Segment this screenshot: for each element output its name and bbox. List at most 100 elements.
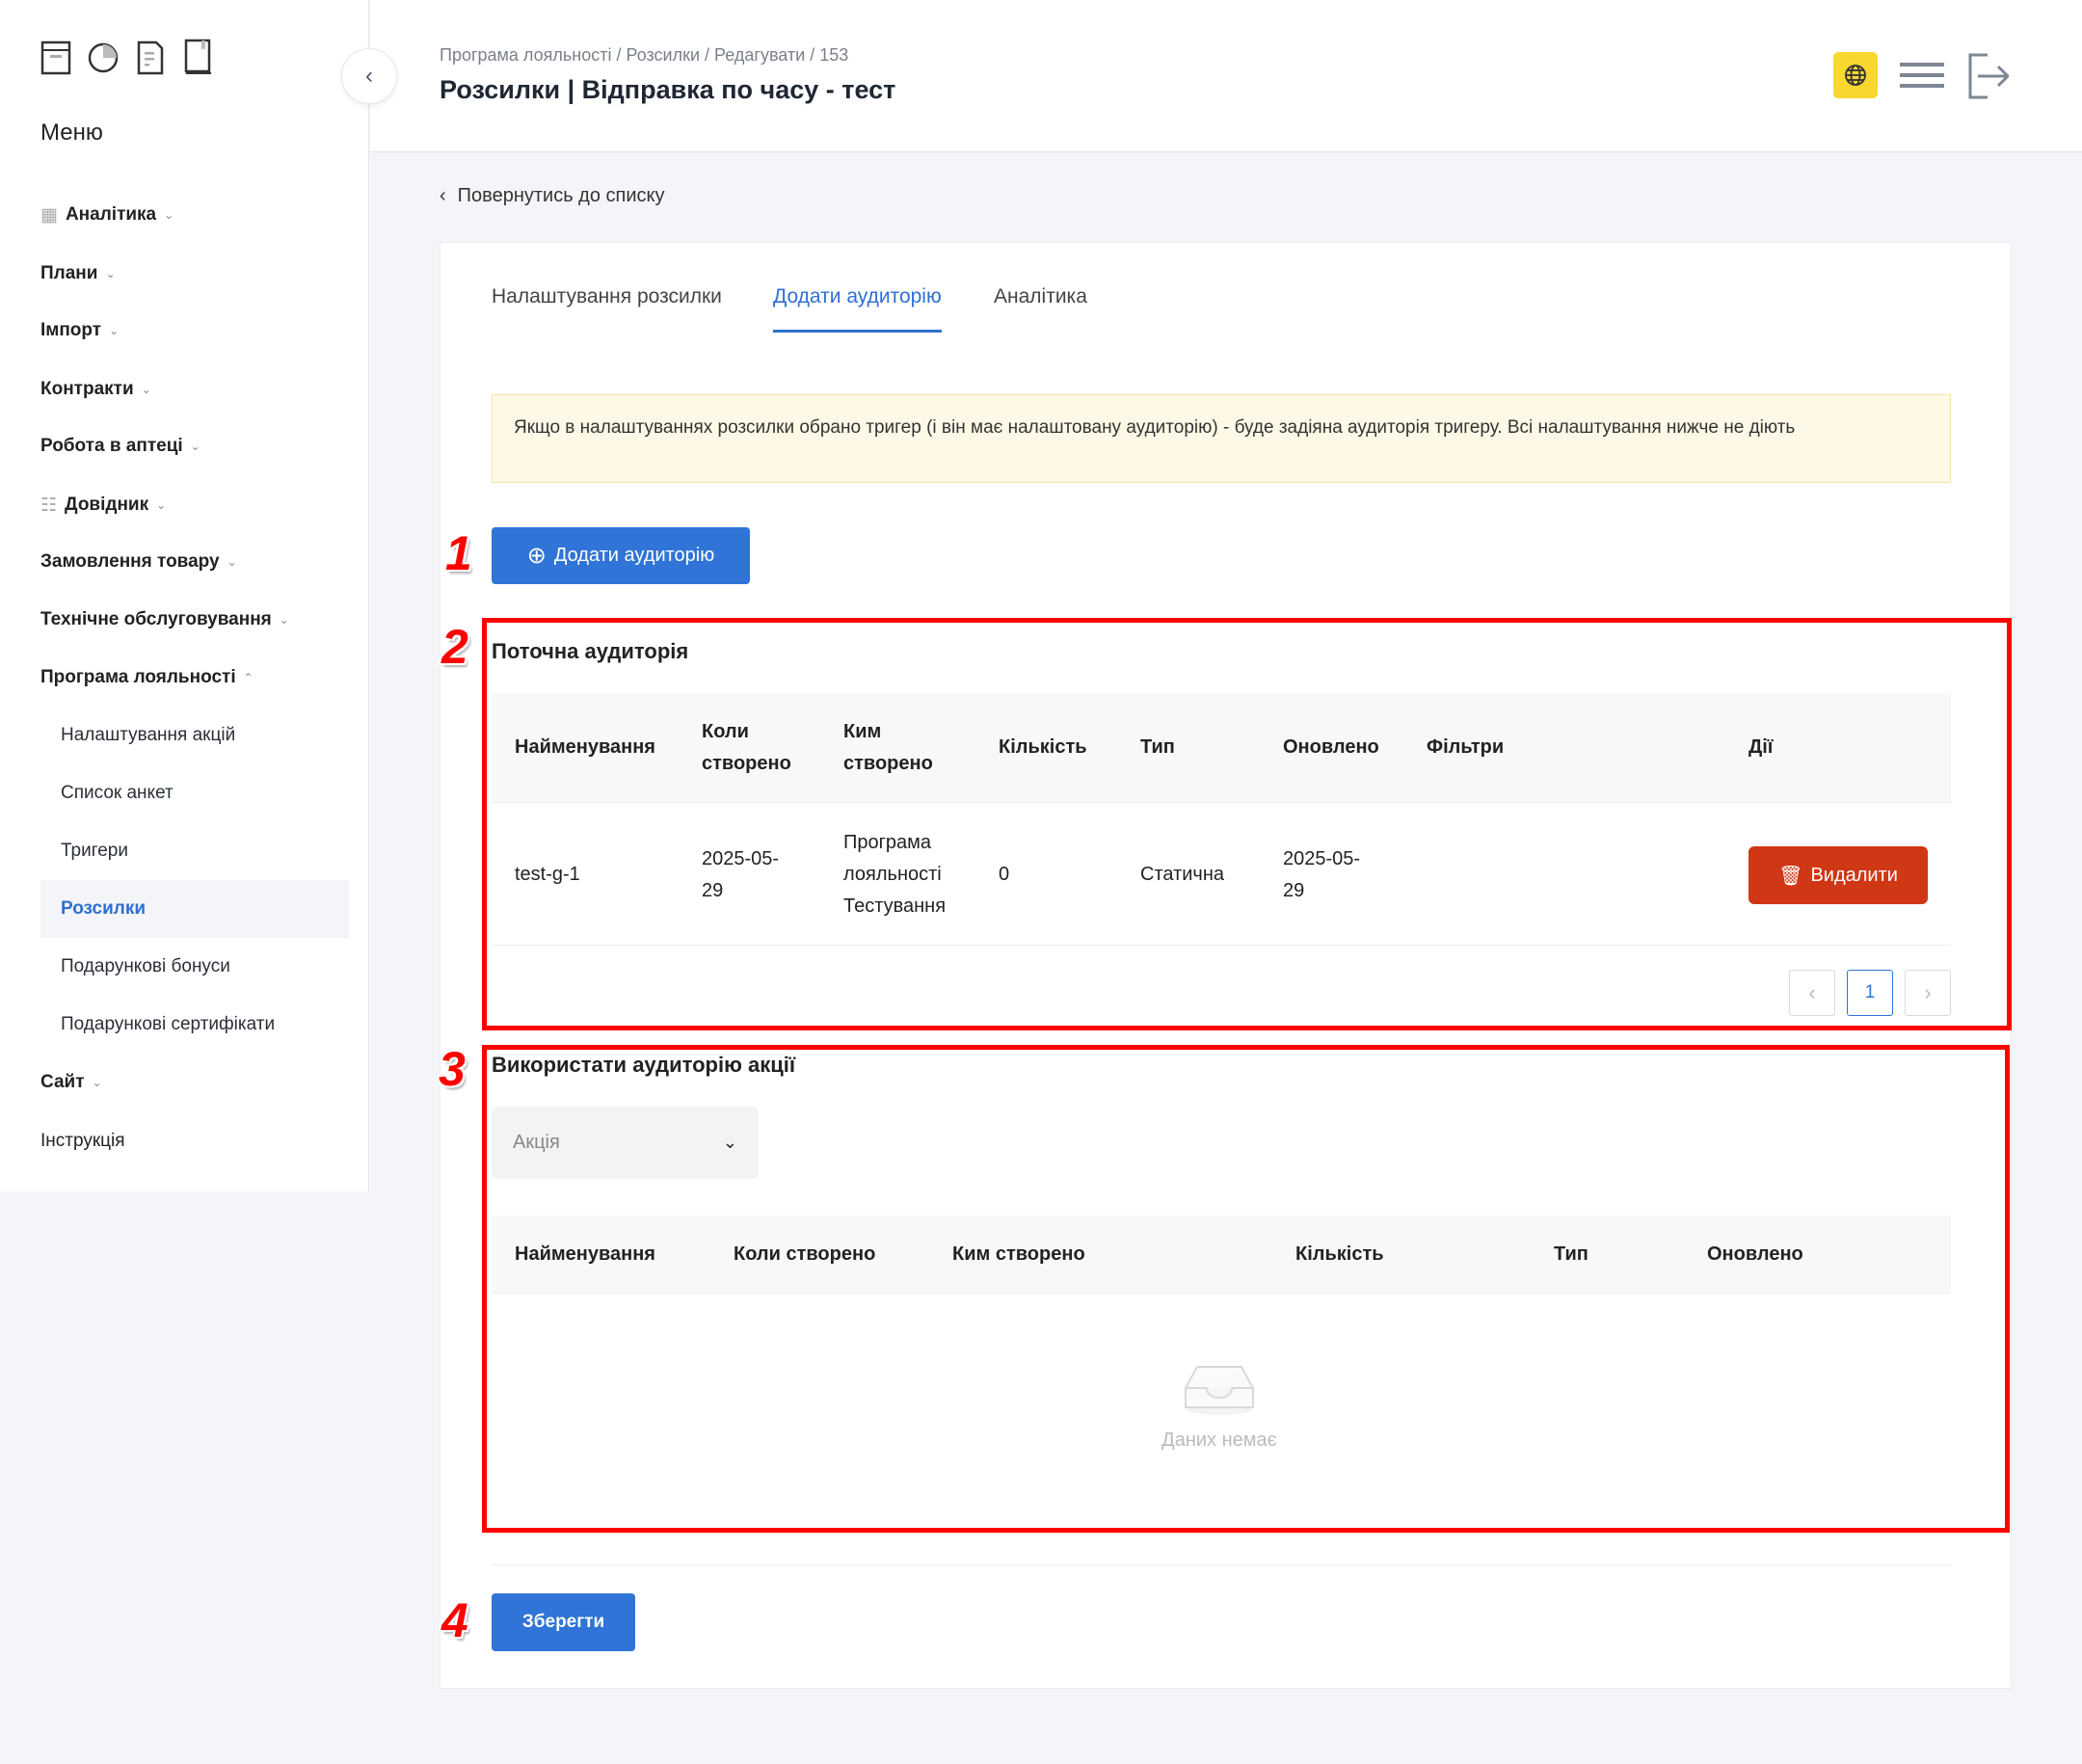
menu-button[interactable] xyxy=(1900,63,1944,94)
sidebar-subitem-surveys[interactable]: Список анкет xyxy=(61,783,174,803)
back-to-list-link[interactable]: ‹ Повернутись до списку xyxy=(440,185,665,207)
sidebar-subitem-triggers[interactable]: Тригери xyxy=(61,841,128,861)
sidebar: Меню ▦ Аналітика ⌄ Плани ⌄ Імпорт ⌄ Контракт… xyxy=(0,0,369,1191)
annotation-box xyxy=(482,1045,2010,1533)
chevron-down-icon: ⌄ xyxy=(141,383,151,396)
header xyxy=(370,0,2082,152)
sidebar-item-analytics[interactable]: ▦ Аналітика ⌄ xyxy=(40,196,174,234)
sidebar-item-label: Аналітика xyxy=(65,204,157,225)
sidebar-item-label: Технічне обслуговування xyxy=(40,609,272,629)
annotation-box xyxy=(482,618,2012,1030)
box-icon[interactable] xyxy=(40,39,71,75)
annotation-number: 1 xyxy=(445,526,472,580)
cell-created: 2025-05-29 xyxy=(702,848,780,901)
pagination-prev[interactable]: ‹ xyxy=(1789,970,1835,1016)
pagination-page[interactable]: 1 xyxy=(1847,970,1893,1016)
column-header: Фільтри xyxy=(1427,736,1505,758)
sidebar-item-contracts[interactable]: Контракти ⌄ xyxy=(40,370,151,409)
column-header: Кількість xyxy=(999,736,1087,758)
breadcrumb: Програма лояльності / Розсилки / Редагув… xyxy=(440,45,849,65)
column-header: Найменування xyxy=(515,736,655,758)
sidebar-item-label: Плани xyxy=(40,263,98,283)
column-header: Коли створено xyxy=(702,721,791,774)
sidebar-item-pharmacy-work[interactable]: Робота в аптеці ⌄ xyxy=(40,427,200,466)
button-label: Додати аудиторію xyxy=(553,545,715,566)
menu-title: Меню xyxy=(40,120,103,146)
annotation-number: 3 xyxy=(439,1042,466,1096)
sidebar-item-label: Довідник xyxy=(65,494,149,515)
collapse-sidebar-button[interactable]: ‹ xyxy=(341,48,397,104)
app-icons xyxy=(40,39,213,75)
sidebar-item-label: Контракти xyxy=(40,379,134,399)
promo-audience-title: Використати аудиторію акції xyxy=(492,1053,796,1077)
globe-icon xyxy=(1845,65,1866,86)
cell-count: 0 xyxy=(999,864,1010,885)
sidebar-item-loyalty[interactable]: Програма лояльності ⌃ xyxy=(40,658,254,697)
content-card xyxy=(440,242,2012,1689)
sidebar-item-label: Інструкція xyxy=(40,1131,125,1151)
delete-button[interactable]: 🗑 Видалити xyxy=(1748,846,1928,904)
chevron-down-icon: ⌄ xyxy=(722,1133,737,1152)
sidebar-subitem-gift-bonuses[interactable]: Подарункові бонуси xyxy=(61,956,230,976)
column-header: Найменування xyxy=(515,1243,655,1265)
column-header: Коли створено xyxy=(734,1243,876,1265)
sidebar-item-label: Імпорт xyxy=(40,320,102,340)
sidebar-item-directory[interactable]: ☷ Довідник ⌄ xyxy=(40,486,166,524)
chevron-down-icon: ⌄ xyxy=(190,440,200,453)
table-header xyxy=(492,693,1951,803)
document-icon[interactable] xyxy=(135,39,166,75)
annotation-number: 2 xyxy=(441,620,468,674)
sidebar-subitem-gift-certificates[interactable]: Подарункові сертифікати xyxy=(61,1014,276,1034)
pagination-next[interactable]: › xyxy=(1905,970,1951,1016)
chevron-left-icon: ‹ xyxy=(440,185,446,206)
table-header xyxy=(492,1216,1951,1294)
promo-select[interactable]: Акція ⌄ xyxy=(492,1107,759,1179)
chevron-down-icon: ⌄ xyxy=(227,555,237,569)
chevron-down-icon: ⌄ xyxy=(164,208,174,222)
column-header: Оновлено xyxy=(1707,1243,1803,1265)
chevron-left-icon: ‹ xyxy=(365,63,373,89)
language-button[interactable] xyxy=(1833,52,1878,98)
sidebar-item-label: Сайт xyxy=(40,1072,85,1092)
tab-analytics[interactable]: Аналітика xyxy=(994,285,1087,307)
menu-icon xyxy=(1900,63,1944,67)
sidebar-item-label: Замовлення товару xyxy=(40,551,220,572)
cell-type: Статична xyxy=(1140,864,1224,885)
sidebar-item-site[interactable]: Сайт ⌄ xyxy=(40,1063,102,1102)
select-placeholder: Акція xyxy=(513,1132,560,1153)
sidebar-item-label: Робота в аптеці xyxy=(40,436,183,456)
empty-inbox-icon xyxy=(1185,1366,1254,1415)
empty-state: Даних немає xyxy=(1108,1359,1330,1452)
back-link-label: Повернутись до списку xyxy=(457,185,665,206)
sidebar-subitem-promo-settings[interactable]: Налаштування акцій xyxy=(61,725,236,745)
cell-name: test-g-1 xyxy=(515,864,580,885)
chevron-right-icon: › xyxy=(1924,980,1932,1004)
sidebar-item-import[interactable]: Імпорт ⌄ xyxy=(40,311,119,350)
chevron-down-icon: ⌄ xyxy=(105,267,116,281)
list-icon: ☷ xyxy=(40,494,58,516)
chevron-down-icon: ⌄ xyxy=(279,613,289,627)
sidebar-item-maintenance[interactable]: Технічне обслуговування ⌄ xyxy=(40,601,289,639)
chevron-down-icon: ⌄ xyxy=(109,324,120,337)
divider xyxy=(492,1564,1951,1565)
add-audience-button[interactable]: ⊕ Додати аудиторію xyxy=(492,527,750,584)
tab-add-audience[interactable]: Додати аудиторію xyxy=(773,285,942,333)
cell-created-by: Програма лояльності Тестування xyxy=(843,832,947,917)
book-icon[interactable] xyxy=(182,39,213,75)
save-button[interactable]: Зберегти xyxy=(492,1593,635,1651)
chart-pie-icon[interactable] xyxy=(88,39,119,75)
annotation-number: 4 xyxy=(441,1593,468,1647)
tab-mailing-settings[interactable]: Налаштування розсилки xyxy=(492,285,722,307)
sidebar-subitem-mailings[interactable]: Розсилки xyxy=(40,880,349,938)
logout-icon[interactable] xyxy=(1966,52,2009,100)
column-header: Тип xyxy=(1554,1243,1588,1265)
sidebar-item-instructions[interactable]: Інструкція xyxy=(40,1122,125,1161)
sidebar-item-plans[interactable]: Плани ⌄ xyxy=(40,254,116,293)
table-row xyxy=(492,803,1951,946)
sidebar-item-orders[interactable]: Замовлення товару ⌄ xyxy=(40,543,237,581)
sidebar-item-label: Програма лояльності xyxy=(40,667,236,687)
page-title: Розсилки | Відправка по часу - тест xyxy=(440,75,896,104)
column-header: Ким створено xyxy=(843,721,933,774)
column-header: Оновлено xyxy=(1283,736,1379,758)
column-header: Кількість xyxy=(1295,1243,1384,1265)
